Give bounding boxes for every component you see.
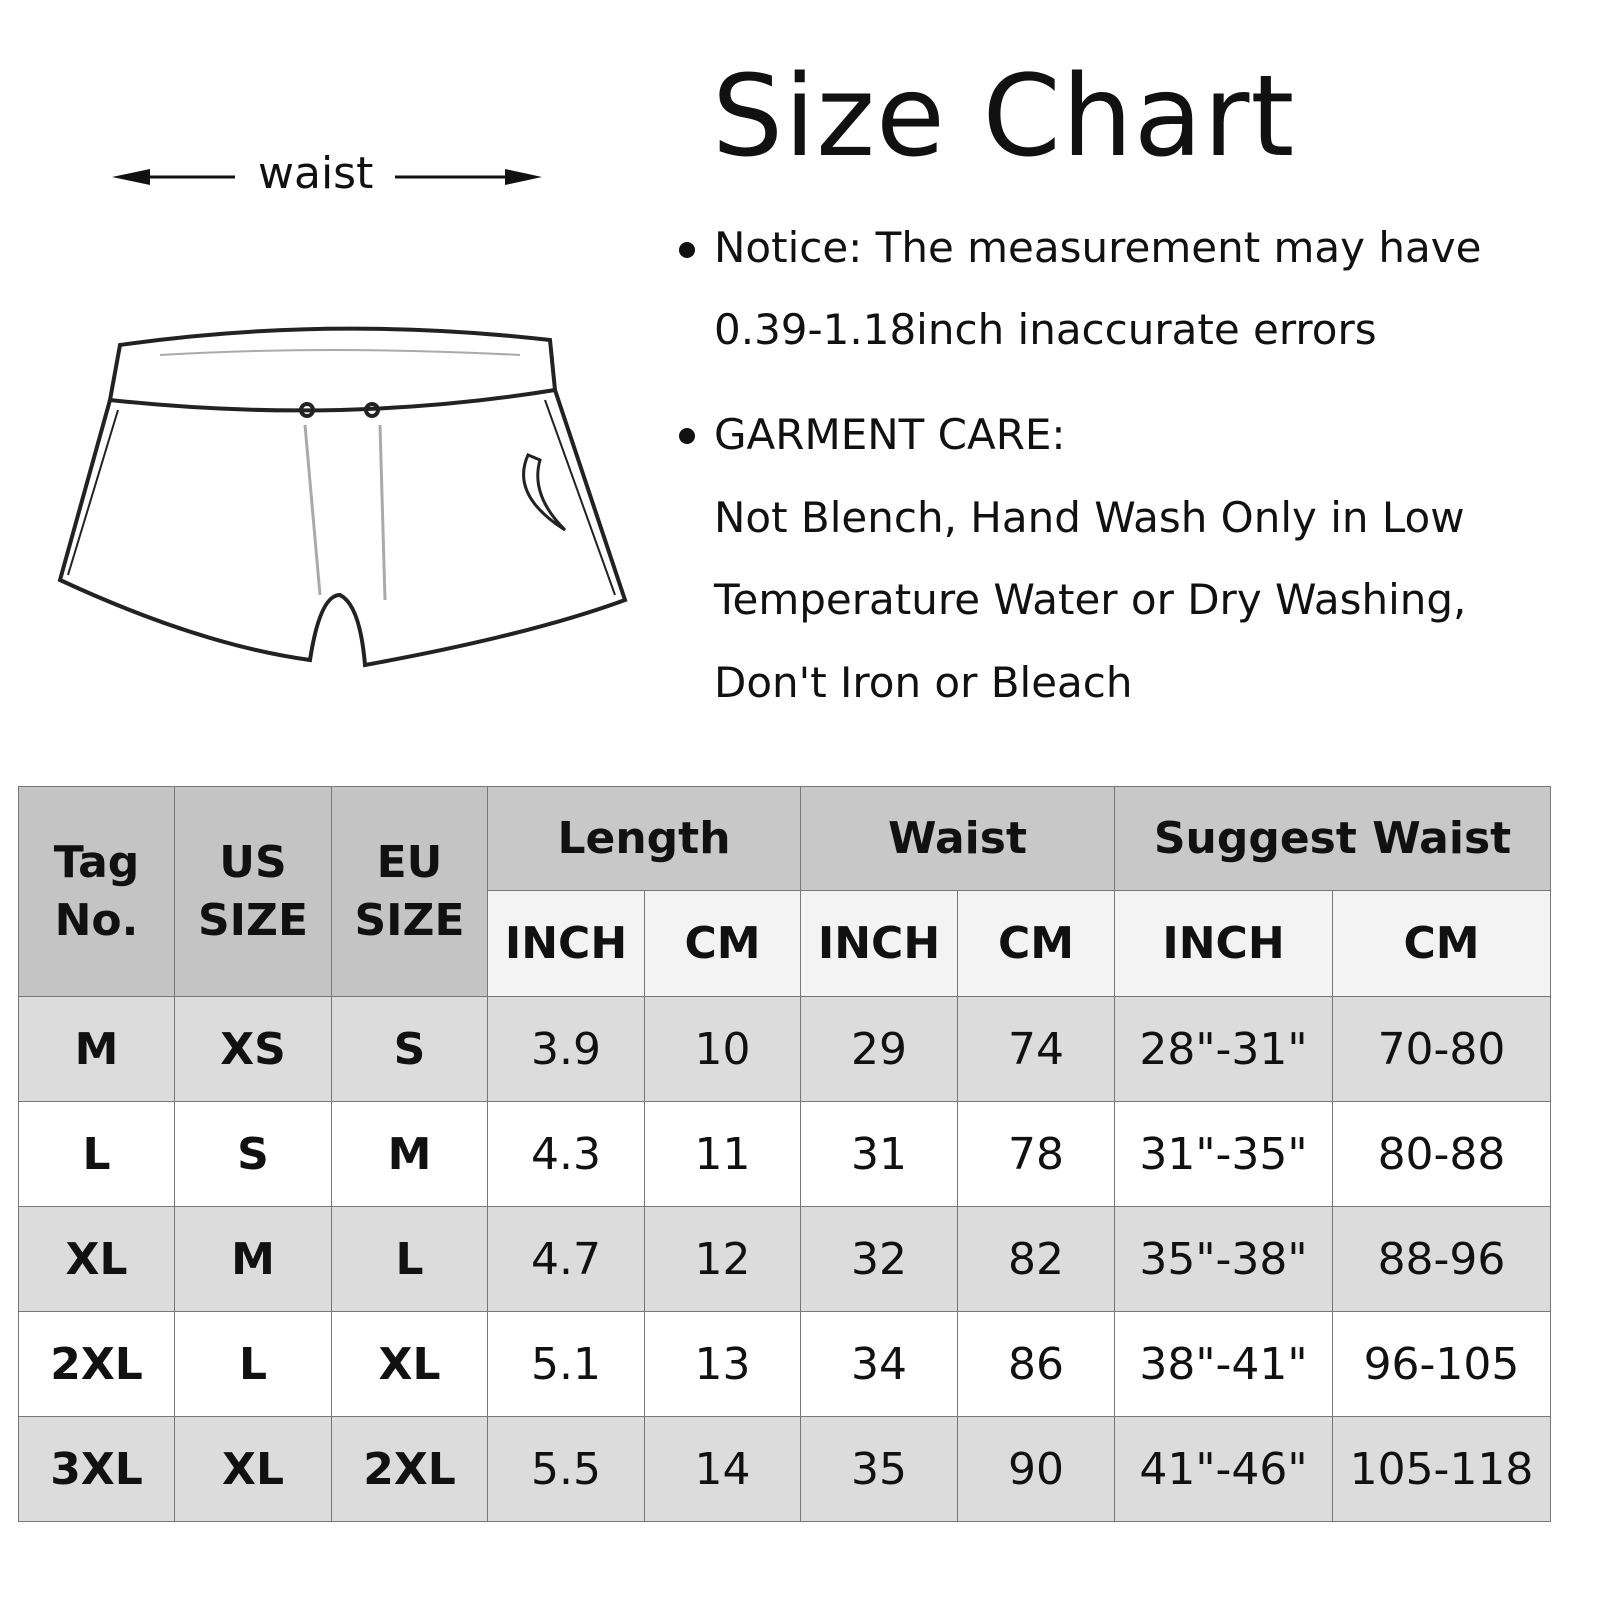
table-cell: 41"-46" <box>1114 1416 1333 1522</box>
header-waist: Waist <box>800 786 1115 891</box>
table-cell: L <box>18 1101 175 1207</box>
notice-line-2: 0.39-1.18inch inaccurate errors <box>714 305 1377 354</box>
table-cell: 5.1 <box>487 1311 645 1417</box>
table-cell: 2XL <box>331 1416 488 1522</box>
table-cell: 31 <box>800 1101 958 1207</box>
shorts-illustration <box>57 326 628 668</box>
table-cell: 86 <box>957 1311 1115 1417</box>
table-row: 3XL XL 2XL 5.5 14 35 90 41"-46" 105-118 <box>18 1416 1551 1522</box>
table-cell: 96-105 <box>1332 1311 1551 1417</box>
table-cell: M <box>18 996 175 1102</box>
table-cell: 11 <box>644 1101 801 1207</box>
header-us-size: US SIZE <box>174 786 332 997</box>
subheader-inch: INCH <box>1114 890 1333 997</box>
notice-line-1: Notice: The measurement may have <box>714 223 1482 272</box>
header-suggest-waist: Suggest Waist <box>1114 786 1551 891</box>
table-cell: 34 <box>800 1311 958 1417</box>
table-cell: 80-88 <box>1332 1101 1551 1207</box>
table-cell: 4.7 <box>487 1206 645 1312</box>
care-line-2: Temperature Water or Dry Washing, <box>714 575 1467 624</box>
table-cell: 35"-38" <box>1114 1206 1333 1312</box>
care-line-1: Not Blench, Hand Wash Only in Low <box>714 493 1465 542</box>
table-cell: 38"-41" <box>1114 1311 1333 1417</box>
table-cell: 13 <box>644 1311 801 1417</box>
table-cell: XL <box>174 1416 332 1522</box>
table-cell: M <box>331 1101 488 1207</box>
table-cell: 10 <box>644 996 801 1102</box>
table-cell: XL <box>331 1311 488 1417</box>
table-cell: S <box>174 1101 332 1207</box>
subheader-inch: INCH <box>800 890 958 997</box>
table-cell: 28"-31" <box>1114 996 1333 1102</box>
waist-label: waist <box>258 148 374 199</box>
waist-arrow-icon <box>112 169 542 185</box>
care-heading: GARMENT CARE: <box>714 410 1066 459</box>
page-title: Size Chart <box>712 52 1296 182</box>
table-row: L S M 4.3 11 31 78 31"-35" 80-88 <box>18 1101 1551 1207</box>
bullet-icon <box>679 428 695 444</box>
table-cell: XS <box>174 996 332 1102</box>
table-cell: M <box>174 1206 332 1312</box>
table-cell: 82 <box>957 1206 1115 1312</box>
table-row: XL M L 4.7 12 32 82 35"-38" 88-96 <box>18 1206 1551 1312</box>
subheader-inch: INCH <box>487 890 645 997</box>
table-cell: 2XL <box>18 1311 175 1417</box>
table-cell: 3.9 <box>487 996 645 1102</box>
table-cell: 35 <box>800 1416 958 1522</box>
table-cell: 14 <box>644 1416 801 1522</box>
table-cell: 105-118 <box>1332 1416 1551 1522</box>
table-cell: 90 <box>957 1416 1115 1522</box>
header-tag-no: Tag No. <box>18 786 175 997</box>
table-cell: 78 <box>957 1101 1115 1207</box>
table-cell: 3XL <box>18 1416 175 1522</box>
table-cell: L <box>331 1206 488 1312</box>
table-cell: 32 <box>800 1206 958 1312</box>
table-cell: 88-96 <box>1332 1206 1551 1312</box>
subheader-cm: CM <box>1332 890 1551 997</box>
table-cell: 5.5 <box>487 1416 645 1522</box>
size-table: Tag No. US SIZE EU SIZE Length Waist Sugges… <box>18 786 1551 1522</box>
table-cell: 12 <box>644 1206 801 1312</box>
table-cell: 29 <box>800 996 958 1102</box>
table-cell: 31"-35" <box>1114 1101 1333 1207</box>
header-length: Length <box>487 786 801 891</box>
table-cell: S <box>331 996 488 1102</box>
table-row: 2XL L XL 5.1 13 34 86 38"-41" 96-105 <box>18 1311 1551 1417</box>
table-cell: 74 <box>957 996 1115 1102</box>
table-row: M XS S 3.9 10 29 74 28"-31" 70-80 <box>18 996 1551 1102</box>
header-eu-size: EU SIZE <box>331 786 488 997</box>
table-cell: L <box>174 1311 332 1417</box>
table-cell: XL <box>18 1206 175 1312</box>
subheader-cm: CM <box>957 890 1115 997</box>
table-cell: 70-80 <box>1332 996 1551 1102</box>
bullet-icon <box>679 242 695 258</box>
care-line-3: Don't Iron or Bleach <box>714 658 1133 707</box>
subheader-cm: CM <box>644 890 801 997</box>
table-cell: 4.3 <box>487 1101 645 1207</box>
